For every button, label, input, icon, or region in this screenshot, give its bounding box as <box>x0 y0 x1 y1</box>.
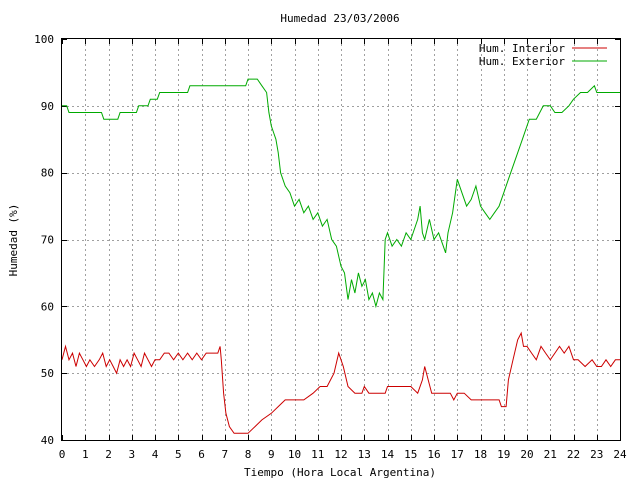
y-tick-label: 90 <box>41 100 54 113</box>
x-tick-label: 15 <box>404 448 417 461</box>
x-tick-label: 12 <box>334 448 347 461</box>
x-tick-label: 18 <box>474 448 487 461</box>
x-tick-label: 22 <box>567 448 580 461</box>
series-line-interior <box>61 331 620 434</box>
y-tick-label: 60 <box>41 300 54 313</box>
y-tick-label: 70 <box>41 234 54 247</box>
x-tick-label: 1 <box>82 448 89 461</box>
y-tick-label: 40 <box>41 434 54 447</box>
x-tick-label: 0 <box>59 448 66 461</box>
x-tick-label: 24 <box>613 448 627 461</box>
grid <box>62 39 620 440</box>
y-tick-label: 80 <box>41 167 54 180</box>
x-tick-label: 21 <box>544 448 557 461</box>
x-tick-label: 6 <box>198 448 205 461</box>
x-tick-label: 4 <box>152 448 159 461</box>
x-tick-label: 23 <box>590 448 603 461</box>
x-tick-label: 11 <box>311 448 324 461</box>
series-lines <box>61 78 620 434</box>
x-tick-label: 20 <box>520 448 533 461</box>
x-tick-label: 5 <box>175 448 182 461</box>
series-line-exterior <box>62 78 620 309</box>
x-tick-label: 8 <box>245 448 252 461</box>
x-tick-label: 7 <box>221 448 228 461</box>
x-tick-label: 13 <box>358 448 371 461</box>
y-tick-label: 100 <box>34 33 54 46</box>
x-tick-label: 19 <box>497 448 510 461</box>
x-axis-label: Tiempo (Hora Local Argentina) <box>244 466 436 479</box>
x-tick-label: 3 <box>128 448 135 461</box>
x-tick-label: 2 <box>105 448 112 461</box>
x-tick-label: 14 <box>381 448 395 461</box>
y-axis-label: Humedad (%) <box>7 204 20 277</box>
x-tick-label: 9 <box>268 448 275 461</box>
y-tick-label: 50 <box>41 367 54 380</box>
axes: 0 1 2 3 4 5 6 7 8 9 10 11 12 13 14 15 16 17 18 19 20 21 22 23 24… <box>34 33 627 461</box>
x-tick-label: 10 <box>288 448 301 461</box>
chart-title: Humedad 23/03/2006 <box>280 12 399 25</box>
x-tick-label: 16 <box>427 448 440 461</box>
x-tick-label: 17 <box>451 448 464 461</box>
plot-frame <box>61 38 621 441</box>
legend-label: Hum. Exterior <box>479 55 565 68</box>
legend-label: Hum. Interior <box>479 42 565 55</box>
